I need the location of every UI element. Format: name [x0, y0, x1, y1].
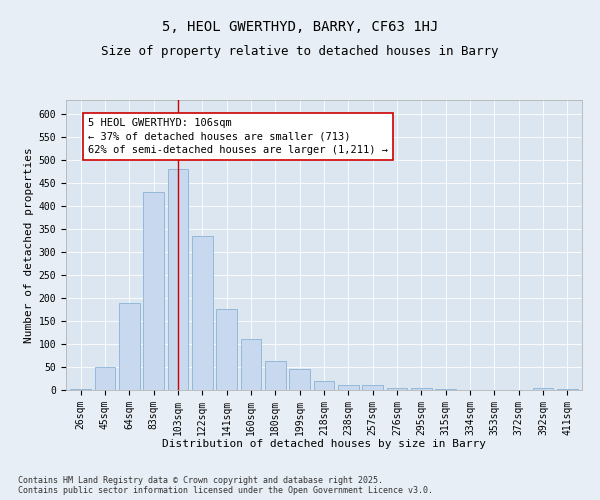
Bar — [95, 367, 115, 390]
Text: Contains HM Land Registry data © Crown copyright and database right 2025.
Contai: Contains HM Land Registry data © Crown c… — [18, 476, 433, 495]
Bar — [241, 340, 262, 390]
Bar — [338, 386, 359, 390]
Bar — [265, 362, 286, 390]
X-axis label: Distribution of detached houses by size in Barry: Distribution of detached houses by size … — [162, 439, 486, 449]
Bar — [557, 389, 578, 390]
Bar — [192, 236, 212, 390]
Bar — [167, 169, 188, 390]
Bar — [436, 388, 456, 390]
Bar — [70, 389, 91, 390]
Bar — [289, 370, 310, 390]
Bar — [386, 388, 407, 390]
Text: 5 HEOL GWERTHYD: 106sqm
← 37% of detached houses are smaller (713)
62% of semi-d: 5 HEOL GWERTHYD: 106sqm ← 37% of detache… — [88, 118, 388, 155]
Text: 5, HEOL GWERTHYD, BARRY, CF63 1HJ: 5, HEOL GWERTHYD, BARRY, CF63 1HJ — [162, 20, 438, 34]
Bar — [362, 386, 383, 390]
Bar — [143, 192, 164, 390]
Bar — [411, 388, 432, 390]
Y-axis label: Number of detached properties: Number of detached properties — [25, 147, 34, 343]
Bar — [119, 302, 140, 390]
Bar — [216, 310, 237, 390]
Bar — [314, 381, 334, 390]
Text: Size of property relative to detached houses in Barry: Size of property relative to detached ho… — [101, 45, 499, 58]
Bar — [533, 388, 553, 390]
